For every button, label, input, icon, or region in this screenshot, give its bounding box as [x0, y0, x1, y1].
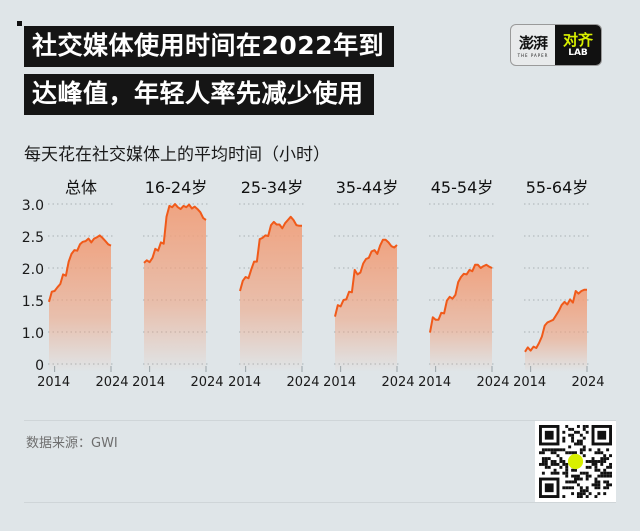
x-tick-label: 2014 [228, 375, 261, 390]
area-fill [430, 264, 492, 372]
title-line-1: 社交媒体使用时间在2022年到 [24, 26, 395, 67]
panel-title: 55-64岁 [526, 178, 589, 197]
area-fill [525, 289, 587, 372]
footer-divider-top [24, 420, 616, 421]
panel-0: 总体 2014 2024 [37, 178, 128, 390]
x-tick-label: 2024 [190, 375, 223, 390]
x-tick-label: 2024 [476, 375, 509, 390]
qr-code-icon [539, 425, 612, 498]
area-fill [335, 239, 397, 372]
panel-title: 25-34岁 [241, 178, 304, 197]
series-line [48, 234, 112, 303]
y-tick-label: 1.0 [22, 326, 44, 342]
y-tick-label: 2.0 [22, 262, 44, 278]
x-tick-label: 2014 [418, 375, 451, 390]
x-tick-label: 2014 [323, 375, 356, 390]
footer-divider-bottom [24, 502, 616, 503]
x-tick-label: 2024 [571, 375, 604, 390]
series-line [524, 288, 587, 353]
x-tick-label: 2014 [513, 375, 546, 390]
x-tick-label: 2014 [132, 375, 165, 390]
panel-title: 45-54岁 [431, 178, 494, 197]
panel-title: 35-44岁 [336, 178, 399, 197]
logo-left-en: THE PAPER [517, 53, 549, 58]
x-tick-label: 2024 [95, 375, 128, 390]
logo-thepaper: 澎湃 THE PAPER [511, 25, 555, 65]
x-tick-label: 2024 [381, 375, 414, 390]
qr-code[interactable] [535, 421, 616, 502]
series-line [143, 203, 207, 264]
area-fill [49, 235, 111, 372]
area-fill [144, 204, 206, 372]
panel-5: 55-64岁 2014 2024 [513, 178, 604, 390]
y-tick-label: 1.5 [22, 294, 44, 310]
logo-lab: 对齐 LAB [555, 25, 601, 65]
panel-2: 25-34岁 2014 2024 [228, 178, 319, 390]
y-tick-label: 0 [35, 358, 44, 374]
chart-subtitle: 每天花在社交媒体上的平均时间（小时） [24, 145, 330, 165]
area-fill [240, 216, 302, 372]
logo-right-en: LAB [568, 48, 588, 58]
logo-right-cn: 对齐 [562, 31, 593, 49]
x-tick-label: 2014 [37, 375, 70, 390]
panel-1: 16-24岁 2014 2024 [132, 178, 223, 390]
y-tick-label: 3.0 [22, 198, 44, 214]
series-line [239, 215, 302, 292]
logo-left-cn: 澎湃 [518, 34, 548, 52]
brand-logo: 澎湃 THE PAPER 对齐 LAB [510, 24, 602, 66]
series-line [334, 238, 398, 317]
series-line [429, 263, 493, 333]
panel-title: 总体 [65, 178, 97, 197]
panel-3: 35-44岁 2014 2024 [323, 178, 414, 390]
small-multiples-chart: 3.0 2.5 2.0 1.5 1.0 0 总体 2014 2024 16-24岁 2014 2024… [22, 178, 605, 390]
corner-marker [17, 21, 22, 26]
panel-title: 16-24岁 [145, 178, 208, 197]
y-tick-label: 2.5 [22, 230, 44, 246]
data-source: 数据来源：GWI [26, 436, 118, 451]
x-tick-label: 2024 [286, 375, 319, 390]
panel-4: 45-54岁 2014 2024 [418, 178, 509, 390]
title-line-2: 达峰值，年轻人率先减少使用 [24, 74, 374, 115]
